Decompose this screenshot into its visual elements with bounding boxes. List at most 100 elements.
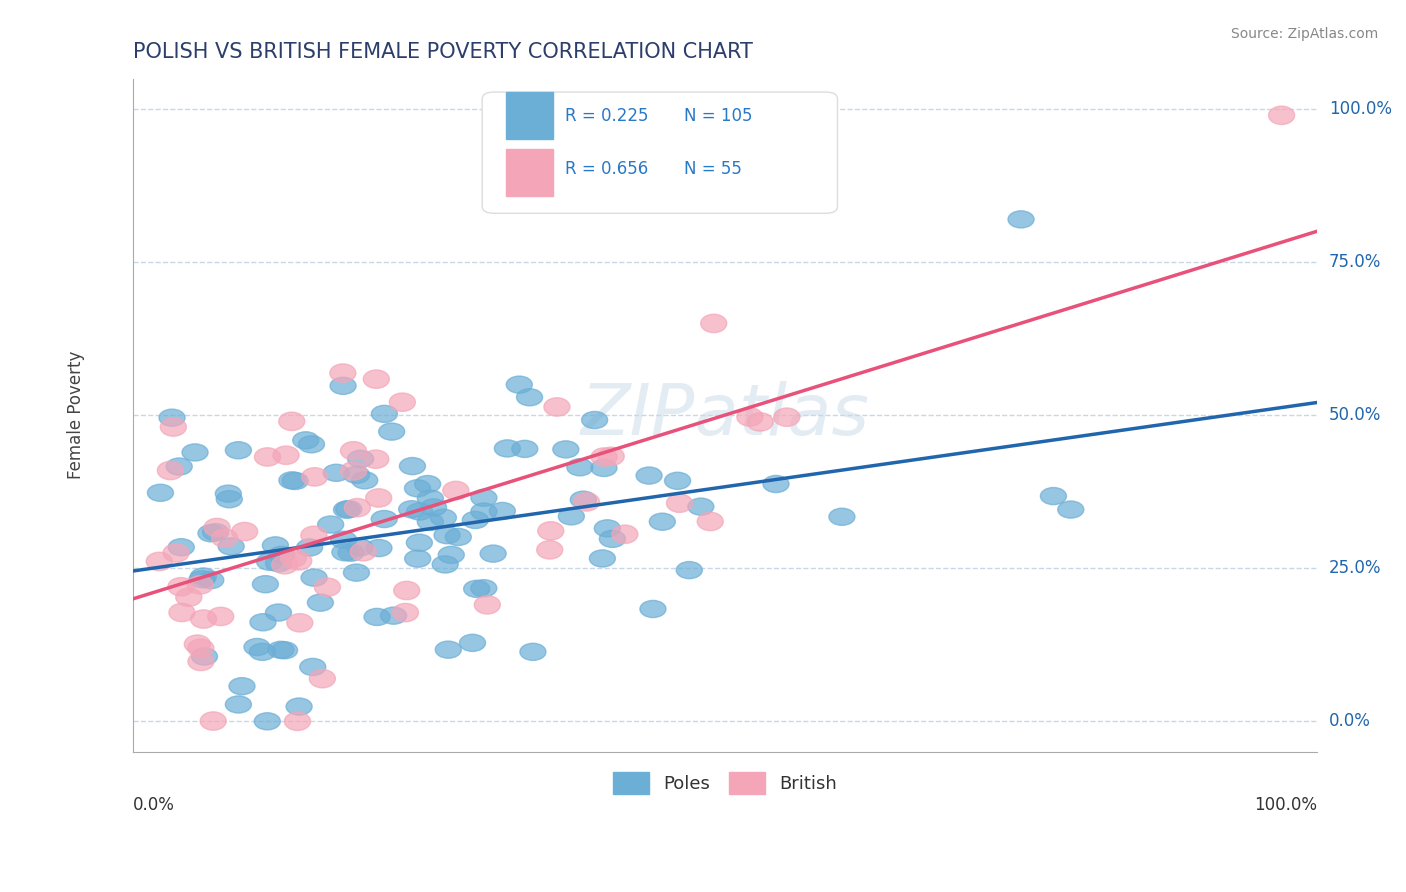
Ellipse shape bbox=[392, 603, 419, 622]
Ellipse shape bbox=[208, 607, 233, 625]
Text: R = 0.656: R = 0.656 bbox=[565, 161, 648, 178]
Ellipse shape bbox=[589, 549, 616, 567]
Ellipse shape bbox=[280, 549, 307, 567]
Ellipse shape bbox=[343, 467, 370, 483]
Ellipse shape bbox=[830, 508, 855, 525]
Ellipse shape bbox=[471, 503, 496, 520]
Ellipse shape bbox=[225, 442, 252, 458]
Ellipse shape bbox=[271, 556, 298, 574]
Ellipse shape bbox=[464, 581, 489, 598]
Ellipse shape bbox=[217, 491, 242, 508]
Ellipse shape bbox=[340, 442, 367, 460]
Ellipse shape bbox=[166, 458, 193, 475]
Ellipse shape bbox=[430, 509, 457, 526]
Text: N = 55: N = 55 bbox=[683, 161, 741, 178]
Ellipse shape bbox=[249, 643, 276, 660]
Ellipse shape bbox=[301, 526, 326, 544]
Ellipse shape bbox=[1008, 211, 1033, 228]
Ellipse shape bbox=[187, 575, 214, 594]
Ellipse shape bbox=[406, 503, 433, 520]
Ellipse shape bbox=[364, 608, 389, 625]
Ellipse shape bbox=[287, 614, 314, 632]
Ellipse shape bbox=[191, 648, 218, 665]
Ellipse shape bbox=[204, 518, 231, 537]
Ellipse shape bbox=[340, 462, 367, 480]
Ellipse shape bbox=[298, 435, 325, 453]
Ellipse shape bbox=[299, 658, 326, 675]
Ellipse shape bbox=[218, 538, 245, 555]
Ellipse shape bbox=[495, 440, 520, 457]
Ellipse shape bbox=[159, 409, 186, 426]
FancyBboxPatch shape bbox=[506, 149, 553, 196]
Ellipse shape bbox=[371, 405, 398, 423]
Ellipse shape bbox=[337, 544, 364, 561]
Ellipse shape bbox=[591, 448, 617, 467]
Text: ZIPatlas: ZIPatlas bbox=[581, 381, 869, 450]
Ellipse shape bbox=[315, 578, 340, 597]
Ellipse shape bbox=[157, 461, 183, 480]
Text: 0.0%: 0.0% bbox=[132, 796, 174, 814]
Ellipse shape bbox=[188, 639, 214, 657]
Ellipse shape bbox=[512, 441, 537, 458]
Ellipse shape bbox=[256, 553, 283, 570]
Ellipse shape bbox=[650, 513, 675, 530]
Ellipse shape bbox=[463, 511, 488, 529]
Text: 75.0%: 75.0% bbox=[1329, 253, 1381, 271]
Text: 25.0%: 25.0% bbox=[1329, 559, 1382, 577]
Ellipse shape bbox=[181, 444, 208, 461]
Ellipse shape bbox=[245, 639, 270, 656]
Ellipse shape bbox=[763, 475, 789, 492]
Ellipse shape bbox=[347, 539, 373, 556]
Ellipse shape bbox=[343, 564, 370, 582]
Ellipse shape bbox=[308, 594, 333, 611]
Ellipse shape bbox=[420, 499, 447, 516]
Ellipse shape bbox=[363, 370, 389, 388]
Ellipse shape bbox=[146, 552, 173, 571]
Ellipse shape bbox=[263, 537, 288, 554]
Ellipse shape bbox=[301, 467, 328, 486]
Ellipse shape bbox=[378, 423, 405, 440]
Ellipse shape bbox=[665, 472, 690, 490]
Ellipse shape bbox=[688, 498, 714, 516]
Ellipse shape bbox=[318, 516, 343, 533]
Ellipse shape bbox=[666, 494, 693, 512]
Ellipse shape bbox=[200, 712, 226, 731]
Ellipse shape bbox=[366, 540, 392, 557]
Ellipse shape bbox=[471, 580, 496, 597]
Ellipse shape bbox=[253, 575, 278, 593]
Ellipse shape bbox=[418, 490, 443, 507]
Ellipse shape bbox=[516, 389, 543, 406]
Text: POLISH VS BRITISH FEMALE POVERTY CORRELATION CHART: POLISH VS BRITISH FEMALE POVERTY CORRELA… bbox=[132, 42, 752, 62]
Ellipse shape bbox=[169, 603, 195, 622]
Ellipse shape bbox=[506, 376, 533, 393]
Ellipse shape bbox=[323, 464, 349, 482]
Ellipse shape bbox=[198, 524, 224, 541]
Ellipse shape bbox=[283, 473, 308, 490]
Ellipse shape bbox=[190, 568, 217, 585]
Ellipse shape bbox=[188, 652, 214, 671]
Ellipse shape bbox=[537, 541, 562, 559]
Ellipse shape bbox=[363, 450, 389, 468]
Ellipse shape bbox=[434, 526, 460, 544]
Ellipse shape bbox=[571, 491, 596, 508]
Ellipse shape bbox=[167, 577, 194, 596]
Ellipse shape bbox=[599, 531, 626, 548]
Ellipse shape bbox=[330, 532, 357, 549]
Ellipse shape bbox=[278, 412, 305, 431]
Ellipse shape bbox=[176, 588, 202, 607]
Ellipse shape bbox=[406, 534, 433, 551]
Ellipse shape bbox=[747, 413, 773, 431]
Ellipse shape bbox=[184, 635, 211, 653]
Ellipse shape bbox=[399, 500, 425, 518]
Ellipse shape bbox=[188, 571, 215, 588]
Ellipse shape bbox=[474, 596, 501, 614]
Ellipse shape bbox=[591, 459, 617, 476]
Ellipse shape bbox=[737, 408, 763, 426]
Ellipse shape bbox=[352, 472, 378, 489]
Ellipse shape bbox=[225, 696, 252, 713]
Text: Female Poverty: Female Poverty bbox=[67, 351, 86, 479]
Ellipse shape bbox=[443, 482, 468, 500]
Ellipse shape bbox=[676, 562, 703, 579]
Ellipse shape bbox=[198, 572, 224, 589]
Ellipse shape bbox=[285, 698, 312, 715]
